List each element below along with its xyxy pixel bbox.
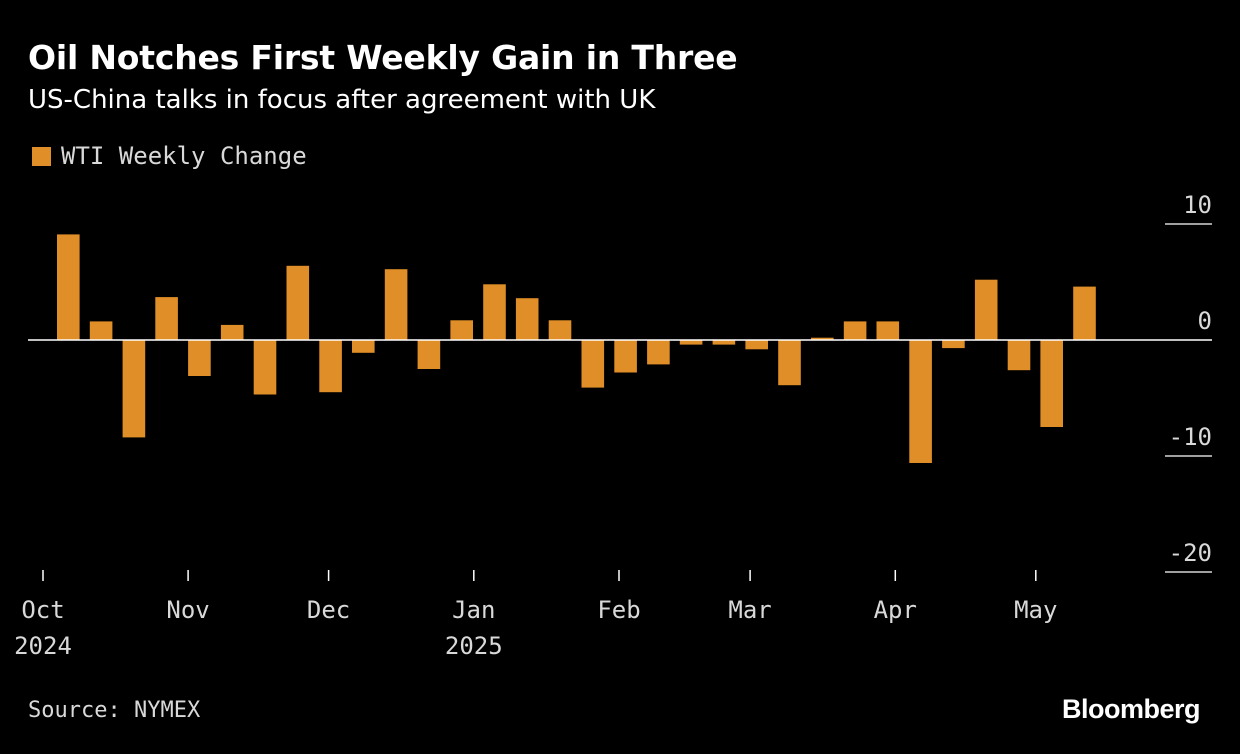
bar-2024-11-22 — [286, 265, 310, 340]
bar-2025-02-14 — [679, 340, 703, 345]
bar-2025-04-18 — [974, 279, 998, 340]
y-tick-label: -20 — [1169, 539, 1212, 567]
bar-2024-10-04 — [57, 234, 80, 340]
x-tick-label: Jan — [452, 596, 495, 624]
y-tick-label: 10 — [1183, 191, 1212, 219]
bar-2024-12-27 — [450, 320, 473, 340]
y-tick-label: 0 — [1198, 307, 1212, 335]
bar-2025-04-04 — [909, 340, 932, 463]
bar-2024-11-01 — [188, 340, 211, 376]
bar-2025-01-03 — [483, 284, 506, 340]
legend-swatch-wti — [32, 146, 51, 166]
bar-2024-11-29 — [319, 340, 342, 393]
x-tick-label: Nov — [166, 596, 209, 624]
bar-2024-11-15 — [253, 340, 277, 395]
bar-2025-04-25 — [1007, 340, 1031, 371]
bars-layer — [57, 234, 1096, 463]
chart-title: Oil Notches First Weekly Gain in Three — [28, 38, 738, 77]
bar-2025-03-28 — [876, 321, 900, 340]
bar-2025-05-09 — [1073, 286, 1096, 340]
bar-2025-01-31 — [614, 340, 637, 373]
bar-2025-03-21 — [843, 321, 867, 340]
legend: WTI Weekly Change — [32, 142, 307, 170]
x-tick-label: May — [1014, 596, 1057, 624]
x-tick-label: Dec — [307, 596, 350, 624]
bloomberg-logo: Bloomberg — [1061, 694, 1201, 724]
legend-label-wti: WTI Weekly Change — [61, 142, 307, 170]
x-tick-label: Oct — [21, 596, 64, 624]
x-tick-year-label: 2025 — [445, 632, 503, 660]
bar-2024-10-11 — [89, 321, 113, 340]
x-tick-label: Feb — [597, 596, 640, 624]
bar-2024-11-08 — [220, 324, 244, 340]
bar-2025-02-07 — [647, 340, 670, 365]
bar-2025-01-10 — [515, 298, 539, 340]
source-note: Source: NYMEX — [28, 698, 201, 723]
bar-2024-12-13 — [384, 269, 408, 340]
bar-2024-10-25 — [155, 297, 178, 340]
y-tick-label: -10 — [1169, 423, 1212, 451]
x-tick-label: Apr — [874, 596, 917, 624]
bar-2024-12-06 — [352, 340, 375, 353]
bar-2024-10-18 — [122, 340, 146, 438]
bar-2025-01-17 — [548, 320, 572, 340]
bar-2024-12-20 — [417, 340, 441, 369]
chart-subtitle: US-China talks in focus after agreement … — [28, 85, 656, 115]
x-tick-label: Mar — [728, 596, 771, 624]
bar-2025-03-07 — [778, 340, 801, 386]
bar-2025-04-11 — [942, 340, 965, 349]
y-axis: 10 0 -10 -20 — [1165, 191, 1212, 573]
bar-2025-01-24 — [581, 340, 605, 388]
bar-2025-05-02 — [1040, 340, 1063, 427]
bar-2025-03-14 — [811, 337, 834, 340]
bar-2025-02-21 — [712, 340, 736, 345]
x-tick-year-label: 2024 — [14, 632, 72, 660]
bar-2025-02-28 — [745, 340, 768, 350]
x-axis: Oct 2024 Nov Dec Jan 2025 Feb Mar Apr May — [14, 570, 1057, 660]
